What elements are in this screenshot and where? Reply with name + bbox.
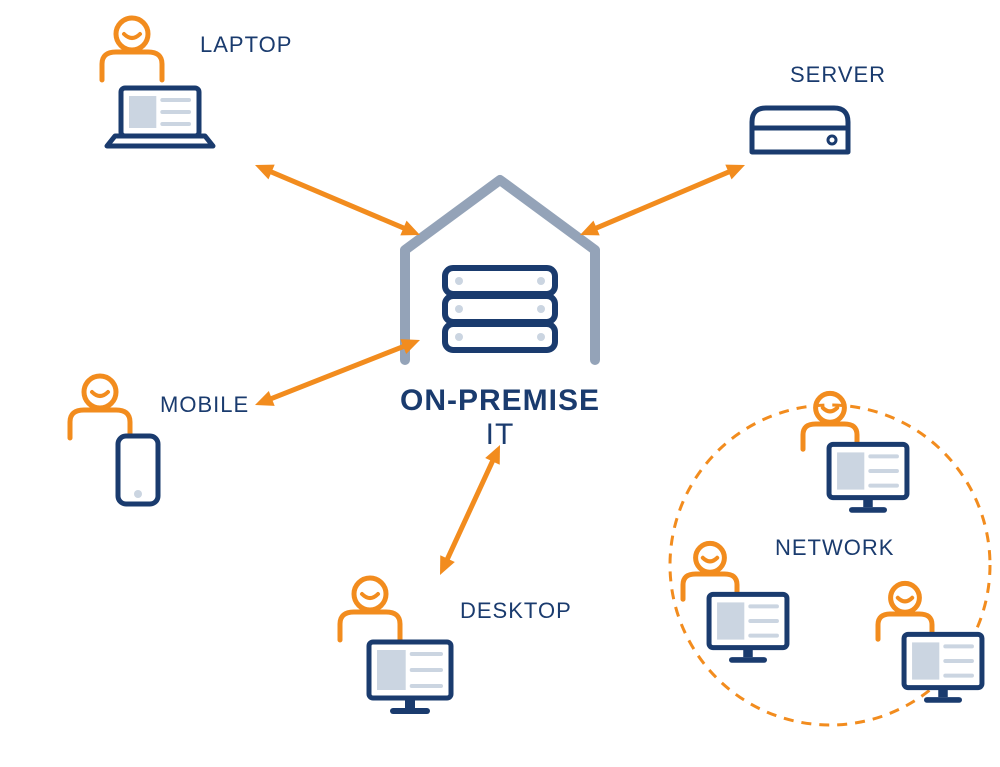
center-title: ON-PREMISE bbox=[400, 384, 600, 417]
desktop-label: DESKTOP bbox=[460, 598, 572, 623]
person-head-icon bbox=[816, 393, 845, 422]
center-on-premise bbox=[405, 180, 595, 360]
double-arrow-icon bbox=[255, 165, 420, 236]
server-label: SERVER bbox=[790, 62, 886, 87]
center-subtitle: IT bbox=[486, 418, 515, 451]
person-head-icon bbox=[84, 376, 116, 408]
mobile-label: MOBILE bbox=[160, 392, 249, 417]
monitor-stand-icon bbox=[924, 697, 962, 703]
network-member bbox=[803, 393, 907, 512]
monitor-stand-icon bbox=[390, 708, 430, 714]
person-head-icon bbox=[354, 578, 386, 610]
person-body-icon bbox=[340, 612, 400, 640]
person-smile-icon bbox=[703, 558, 717, 562]
person-smile-icon bbox=[823, 408, 837, 412]
person-head-icon bbox=[116, 18, 148, 50]
monitor-stand-icon bbox=[849, 507, 887, 513]
laptop-label: LAPTOP bbox=[200, 32, 292, 57]
person-smile-icon bbox=[898, 598, 912, 602]
person-smile-icon bbox=[92, 392, 108, 396]
network-member bbox=[878, 583, 982, 702]
person-head-icon bbox=[891, 583, 920, 612]
person-body-icon bbox=[70, 410, 130, 438]
person-smile-icon bbox=[124, 34, 140, 38]
mobile-node bbox=[70, 376, 158, 504]
person-body-icon bbox=[102, 52, 162, 80]
server-node bbox=[752, 108, 848, 152]
double-arrow-icon bbox=[255, 339, 420, 406]
double-arrow-icon bbox=[440, 445, 500, 575]
person-head-icon bbox=[696, 543, 725, 572]
network-member bbox=[683, 543, 787, 662]
laptop-node bbox=[102, 18, 213, 146]
network-label: NETWORK bbox=[775, 535, 894, 560]
desktop-node bbox=[340, 578, 451, 714]
person-smile-icon bbox=[362, 594, 378, 598]
double-arrow-icon bbox=[580, 165, 745, 236]
monitor-stand-icon bbox=[729, 657, 767, 663]
laptop-base-icon bbox=[107, 136, 213, 146]
